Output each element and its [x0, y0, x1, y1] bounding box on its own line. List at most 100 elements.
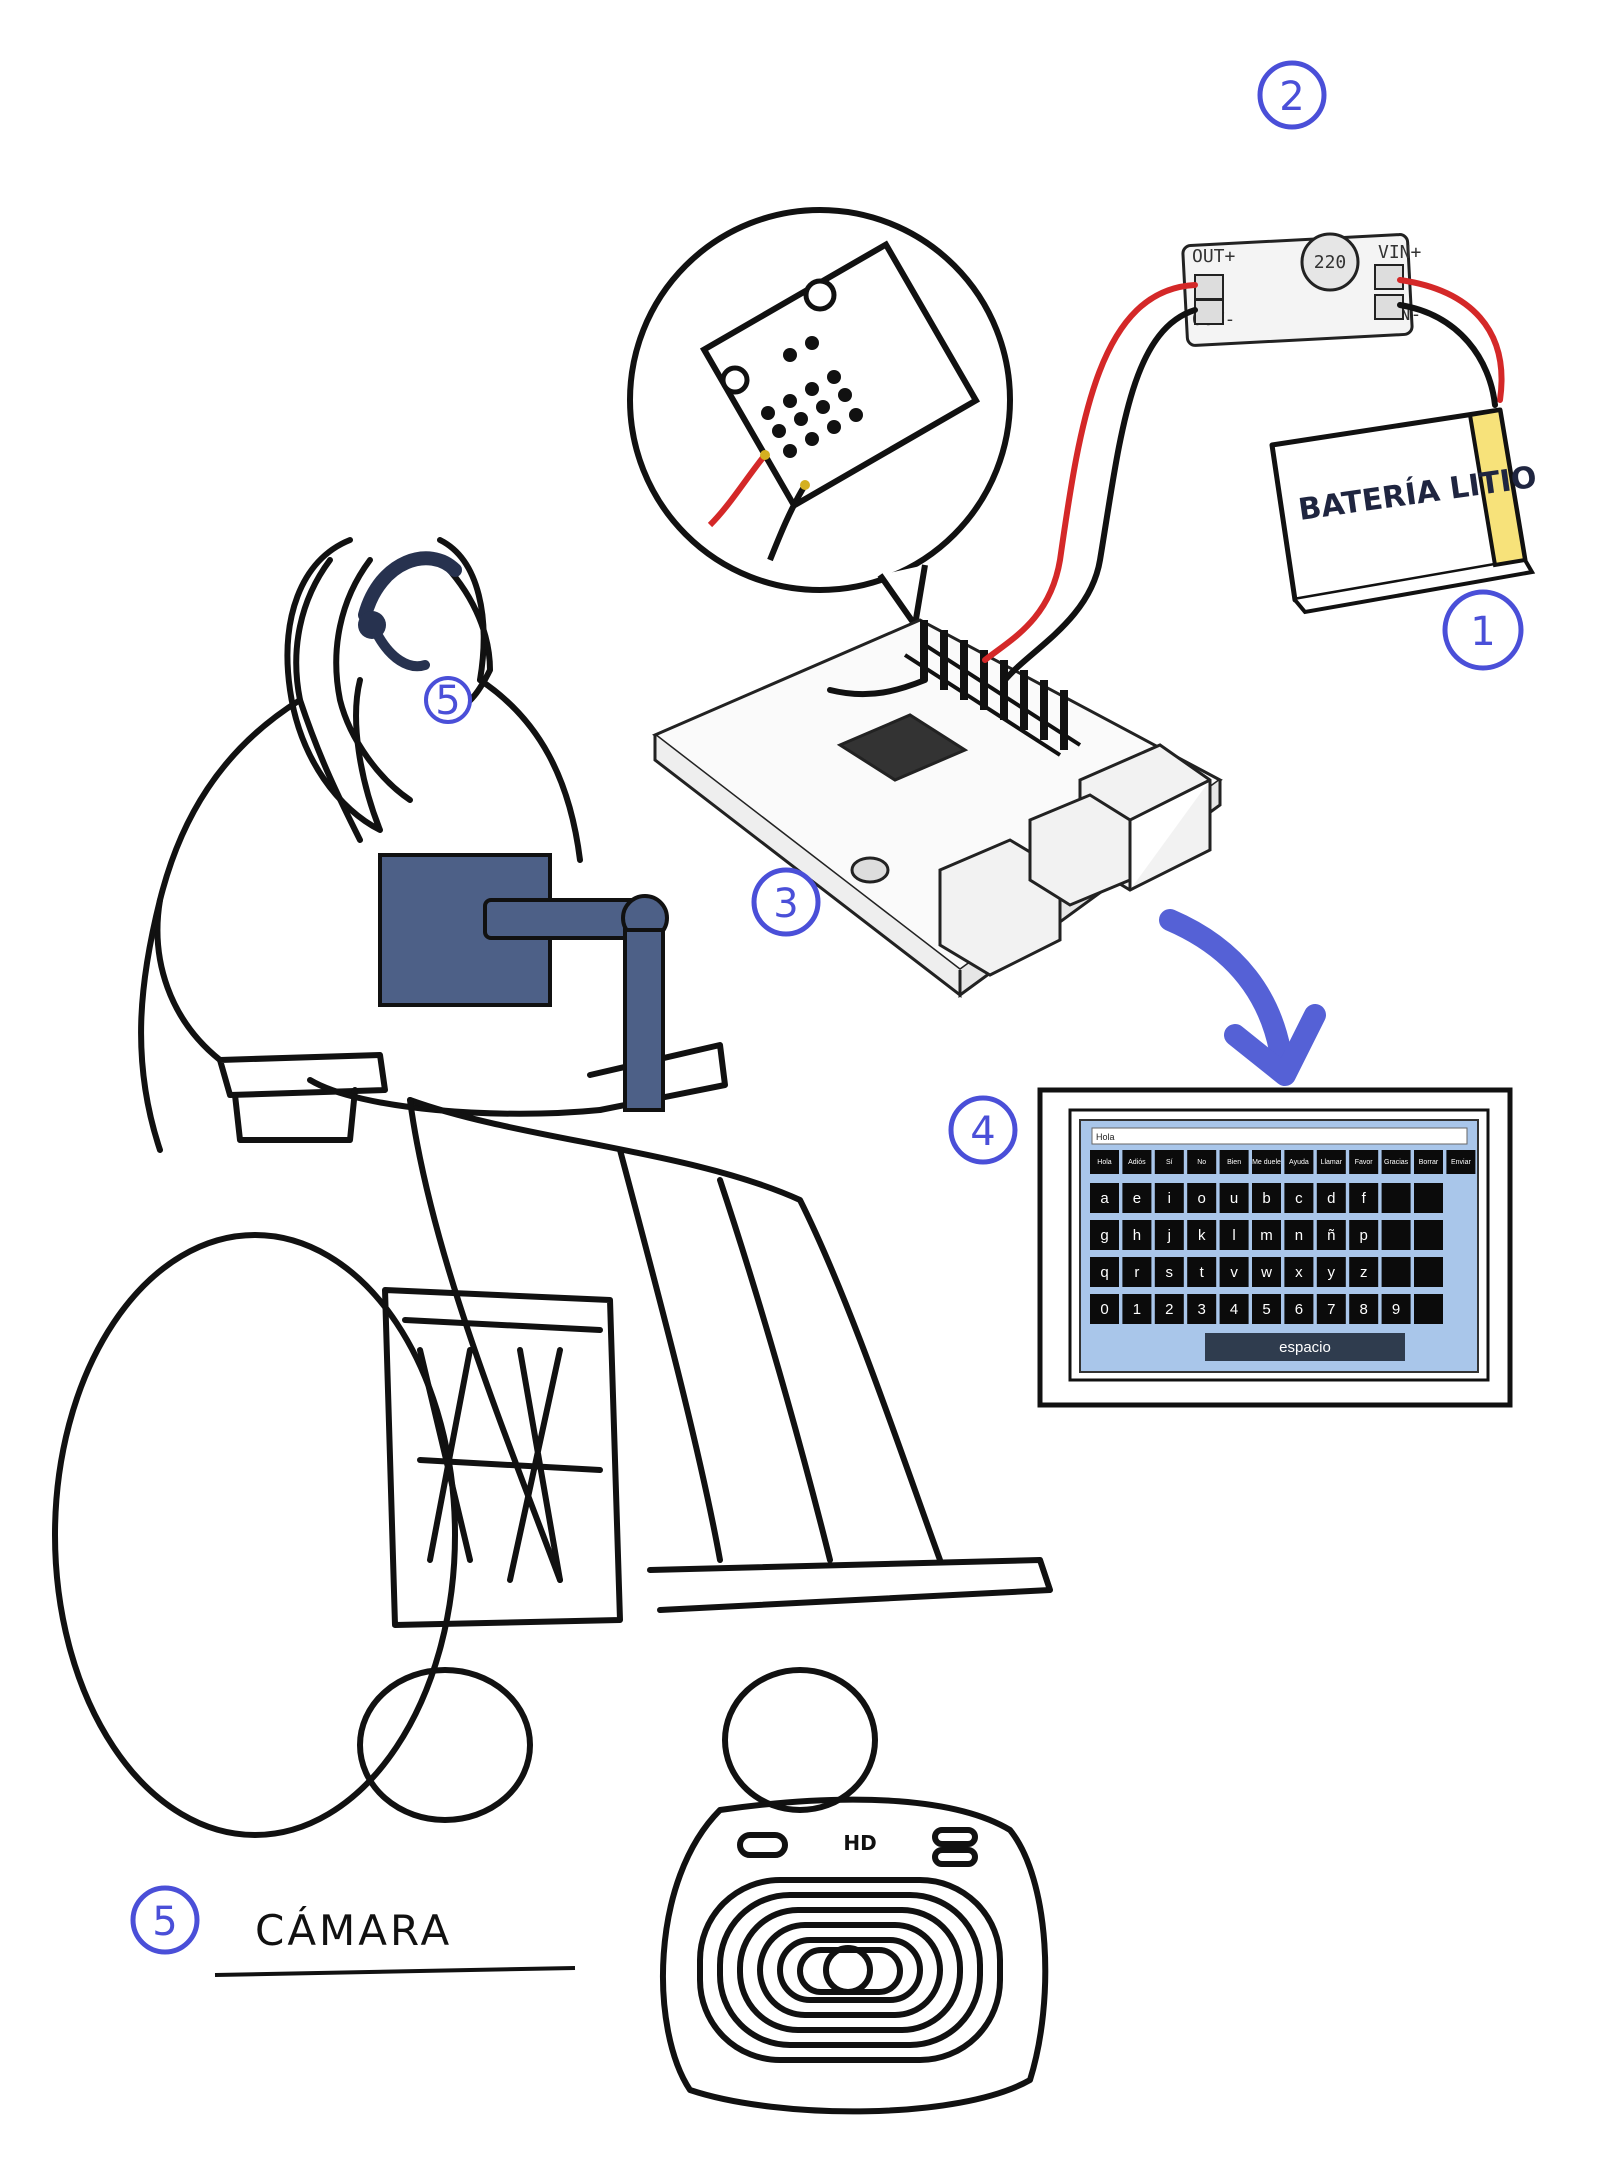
letter-key-label: ñ [1327, 1227, 1335, 1244]
function-key[interactable] [1381, 1257, 1411, 1287]
word-key-label: Borrar [1419, 1159, 1439, 1166]
letter-key[interactable] [1316, 1257, 1346, 1287]
word-key-label: Bien [1227, 1159, 1241, 1166]
function-key[interactable] [1414, 1294, 1443, 1324]
word-key[interactable] [1090, 1150, 1119, 1174]
marker-1: 1 [1442, 589, 1524, 671]
marker-5-on-person-label: 5 [435, 678, 460, 724]
letter-key[interactable] [1349, 1183, 1379, 1213]
word-key[interactable] [1252, 1150, 1281, 1174]
word-key[interactable] [1381, 1150, 1411, 1174]
letter-key[interactable] [1122, 1220, 1152, 1250]
wheelchair-front-wheel-right [722, 1667, 878, 1813]
headset-camera: 5 [358, 551, 472, 724]
word-key[interactable] [1154, 1150, 1184, 1174]
chest-tablet-mount [378, 853, 669, 1112]
word-key[interactable] [1219, 1150, 1249, 1174]
word-key-label: Ayuda [1289, 1159, 1309, 1166]
word-key[interactable] [1446, 1150, 1476, 1174]
letter-key[interactable] [1122, 1294, 1152, 1324]
letter-key[interactable] [1316, 1294, 1346, 1324]
legend-label: CÁMARA [255, 1905, 452, 1955]
tablet-space-key[interactable] [1205, 1333, 1405, 1361]
wire-black-battery-to-boost [1397, 302, 1498, 408]
letter-key[interactable] [1316, 1183, 1346, 1213]
function-key[interactable] [1414, 1183, 1443, 1213]
tablet-text-field[interactable] [1091, 1127, 1468, 1145]
letter-key-label: 3 [1198, 1301, 1206, 1318]
word-key[interactable] [1122, 1150, 1152, 1174]
word-key-label: Gracias [1384, 1159, 1409, 1166]
letter-key[interactable] [1154, 1220, 1184, 1250]
function-key[interactable] [1381, 1220, 1411, 1250]
letter-key-label: e [1133, 1190, 1141, 1207]
letter-key-label: 7 [1327, 1301, 1335, 1318]
letter-key[interactable] [1187, 1220, 1217, 1250]
pin-vin-plus: VIN+ [1378, 242, 1422, 263]
letter-key[interactable] [1187, 1183, 1217, 1213]
letter-key[interactable] [1381, 1294, 1411, 1324]
marker-3: 3 [751, 867, 821, 937]
letter-key[interactable] [1090, 1183, 1119, 1213]
function-key[interactable] [1414, 1257, 1443, 1287]
letter-key-label: 1 [1133, 1301, 1141, 1318]
letter-key-label: q [1100, 1264, 1108, 1281]
tablet-device: Hola Hola Adiós Sí No Bien Me duele Ayuda Llama… [1037, 1087, 1513, 1408]
zoom-wire-red [707, 453, 768, 528]
marker-2: 2 [1257, 60, 1327, 130]
word-key-label: Me duele [1252, 1159, 1281, 1166]
tablet-letter-grid: a e i o u b c d f g h j k l m n ñ p q r s t v w x y z 0 1 2 3 4 5 6 7 8 9 [1090, 1183, 1443, 1324]
webcam-illustration: HD [660, 1796, 1049, 2115]
marker-2-label: 2 [1279, 74, 1304, 120]
letter-key[interactable] [1219, 1257, 1249, 1287]
letter-key[interactable] [1219, 1220, 1249, 1250]
letter-key[interactable] [1252, 1294, 1281, 1324]
letter-key-label: p [1360, 1227, 1368, 1244]
lithium-battery: BATERÍA LITIO [1269, 407, 1539, 615]
letter-key-label: 2 [1165, 1301, 1173, 1318]
marker-3-label: 3 [773, 881, 798, 927]
letter-key[interactable] [1349, 1220, 1379, 1250]
letter-key[interactable] [1252, 1220, 1281, 1250]
letter-key[interactable] [1284, 1220, 1314, 1250]
letter-key[interactable] [1284, 1257, 1314, 1287]
letter-key[interactable] [1284, 1183, 1314, 1213]
letter-key[interactable] [1316, 1220, 1346, 1250]
word-key[interactable] [1187, 1150, 1217, 1174]
letter-key[interactable] [1090, 1257, 1119, 1287]
letter-key-label: h [1133, 1227, 1141, 1244]
letter-key[interactable] [1187, 1257, 1217, 1287]
word-key[interactable] [1316, 1150, 1346, 1174]
letter-key-label: r [1134, 1264, 1139, 1281]
letter-key[interactable] [1219, 1183, 1249, 1213]
letter-key[interactable] [1187, 1294, 1217, 1324]
letter-key[interactable] [1219, 1294, 1249, 1324]
letter-key[interactable] [1122, 1257, 1152, 1287]
letter-key[interactable] [1252, 1257, 1281, 1287]
letter-key[interactable] [1154, 1183, 1184, 1213]
battery-end-cap [1467, 407, 1528, 568]
letter-key[interactable] [1090, 1294, 1119, 1324]
function-key[interactable] [1381, 1183, 1411, 1213]
letter-key[interactable] [1349, 1294, 1379, 1324]
letter-key[interactable] [1154, 1257, 1184, 1287]
camera-legend: 5 CÁMARA [130, 1885, 576, 1977]
wire-black-pi-jumper [827, 677, 928, 698]
letter-key-label: z [1360, 1264, 1368, 1281]
letter-key[interactable] [1154, 1294, 1184, 1324]
word-key[interactable] [1414, 1150, 1443, 1174]
word-key[interactable] [1349, 1150, 1379, 1174]
letter-key[interactable] [1284, 1294, 1314, 1324]
word-key[interactable] [1284, 1150, 1314, 1174]
letter-key[interactable] [1122, 1183, 1152, 1213]
letter-key[interactable] [1090, 1220, 1119, 1250]
letter-key[interactable] [1349, 1257, 1379, 1287]
wire-red-boost-to-pi [982, 282, 1198, 663]
wheelchair-front-wheel-left [357, 1667, 533, 1823]
function-key[interactable] [1414, 1220, 1443, 1250]
letter-key[interactable] [1252, 1183, 1281, 1213]
tablet-word-row: Hola Adiós Sí No Bien Me duele Ayuda Llamar Favo… [1090, 1150, 1476, 1174]
letter-key-label: c [1295, 1190, 1303, 1207]
wheelchair-rear-wheel [52, 1232, 458, 1838]
